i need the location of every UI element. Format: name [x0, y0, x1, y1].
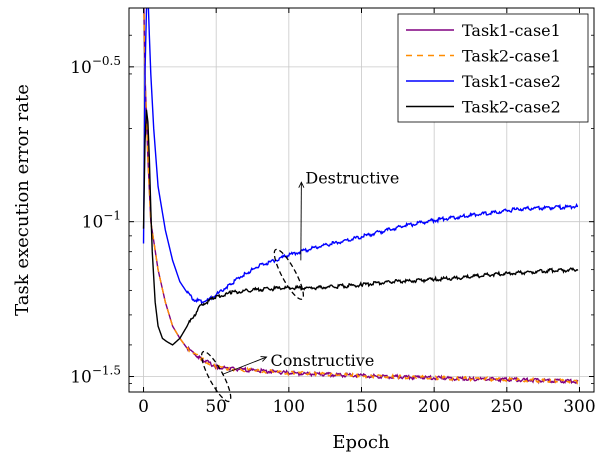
y-tick-marks: 10−0.510−110−1.5	[70, 34, 594, 388]
y-tick-label-exponent: −0.5	[92, 54, 121, 68]
series-line-task2-case2	[142, 109, 579, 346]
y-axis-label: Task execution error rate	[12, 84, 33, 316]
x-tick-label: 0	[138, 397, 149, 417]
constructive-arrow	[222, 356, 267, 375]
x-tick-label: 100	[273, 397, 305, 417]
destructive-ellipse	[273, 248, 305, 300]
y-tick-label: 10−0.5	[70, 54, 121, 78]
x-axis-label: Epoch	[332, 432, 390, 453]
y-tick-label-base: 10	[82, 213, 104, 233]
y-tick-label: 10−1.5	[70, 364, 121, 388]
destructive-label: Destructive	[305, 168, 399, 187]
y-tick-label-base: 10	[70, 58, 92, 78]
x-tick-label: 300	[563, 397, 595, 417]
legend-label: Task2-case1	[462, 47, 561, 66]
series-line-task2-case1	[143, 8, 579, 385]
legend: Task1-case1 Task2-case1 Task1-case2 Task2-c…	[397, 13, 589, 123]
x-tick-label: 200	[418, 397, 450, 417]
legend-label: Task2-case2	[462, 98, 561, 117]
y-tick-label-exponent: −1	[103, 209, 121, 223]
x-tick-marks: 0 50 100 150 200 250 300	[138, 8, 596, 417]
constructive-label: Constructive	[271, 351, 375, 370]
constructive-ellipse	[201, 350, 232, 403]
x-tick-label: 50	[205, 397, 227, 417]
destructive-arrowhead	[298, 181, 305, 188]
legend-label: Task1-case1	[462, 21, 561, 40]
legend-label: Task1-case2	[462, 72, 561, 91]
legend-box	[397, 13, 589, 123]
destructive-arrow	[300, 182, 302, 261]
y-tick-label-base: 10	[70, 368, 92, 388]
data-series	[142, 8, 579, 385]
y-tick-label: 10−1	[82, 209, 121, 233]
annotations: Destructive Constructive	[201, 168, 399, 403]
x-tick-label: 250	[491, 397, 523, 417]
constructive-arrowhead	[260, 356, 268, 362]
y-tick-label-exponent: −1.5	[92, 364, 121, 378]
x-tick-label: 150	[345, 397, 377, 417]
